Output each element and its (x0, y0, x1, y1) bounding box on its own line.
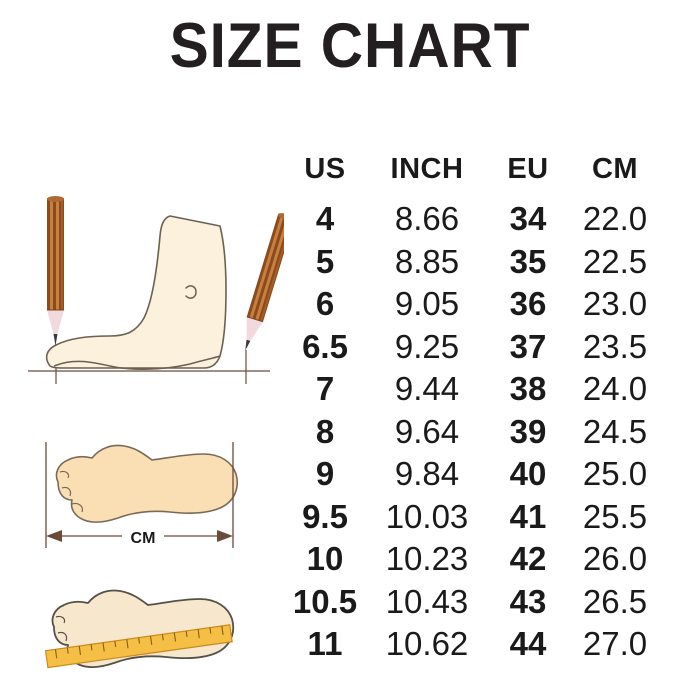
footprint-tape-illustration (14, 575, 284, 690)
page-title: SIZE CHART (169, 11, 531, 81)
cell-eu: 34 (509, 200, 547, 238)
dimension-arrow-left (46, 530, 62, 542)
cell-inch: 10.62 (385, 625, 469, 663)
cell-cm: 22.0 (582, 200, 648, 238)
cell-inch: 10.03 (385, 497, 469, 535)
cell-eu: 41 (509, 497, 547, 535)
cell-cm: 26.5 (582, 582, 648, 620)
cell-us: 5 (315, 242, 335, 280)
cell-cm: 22.5 (582, 242, 648, 280)
cell-inch: 10.43 (385, 582, 469, 620)
cell-inch: 9.44 (394, 370, 460, 408)
cell-inch: 9.64 (394, 412, 460, 450)
column-header-inch: INCH (390, 152, 464, 185)
cell-eu: 35 (509, 242, 547, 280)
table-header-row: US INCH EU CM (282, 140, 660, 198)
cell-inch: 9.25 (394, 327, 460, 365)
cell-cm: 23.0 (582, 285, 648, 323)
cell-cm: 25.5 (582, 497, 648, 535)
table-row: 10 10.23 42 26.0 (282, 538, 660, 581)
column-header-cm: CM (591, 152, 639, 185)
cell-eu: 37 (509, 327, 547, 365)
cell-us: 10.5 (292, 582, 358, 620)
dimension-arrow-right (217, 530, 233, 542)
cell-us: 9.5 (302, 497, 348, 535)
cell-cm: 24.5 (582, 412, 648, 450)
cell-us: 8 (315, 412, 335, 450)
table-row: 6.5 9.25 37 23.5 (282, 326, 660, 369)
pencil-right-icon (245, 213, 284, 351)
cell-us: 7 (315, 370, 335, 408)
cell-cm: 25.0 (582, 455, 648, 493)
table-row: 9 9.84 40 25.0 (282, 453, 660, 496)
table-row: 10.5 10.43 43 26.5 (282, 581, 660, 624)
table-row: 6 9.05 36 23.0 (282, 283, 660, 326)
cell-us: 4 (315, 200, 335, 238)
cell-inch: 9.84 (394, 455, 460, 493)
cell-us: 10 (306, 540, 344, 578)
table-row: 7 9.44 38 24.0 (282, 368, 660, 411)
foot-side-view-illustration (14, 190, 284, 395)
dimension-label-backdrop (122, 524, 164, 548)
cell-cm: 26.0 (582, 540, 648, 578)
illustrations-panel: CM (14, 190, 284, 690)
cell-inch: 10.23 (385, 540, 469, 578)
column-header-eu: EU (507, 152, 549, 185)
table-row: 9.5 10.03 41 25.5 (282, 496, 660, 539)
pencil-left-icon (47, 196, 64, 346)
cell-us: 9 (315, 455, 335, 493)
foot-shape (45, 215, 227, 370)
cell-eu: 38 (509, 370, 547, 408)
footprint-shape (55, 444, 238, 523)
cell-cm: 24.0 (582, 370, 648, 408)
cell-eu: 40 (509, 455, 547, 493)
cell-us: 6.5 (302, 327, 348, 365)
cell-us: 11 (307, 625, 343, 663)
column-header-us: US (304, 152, 346, 185)
cell-inch: 8.85 (394, 242, 460, 280)
cell-eu: 39 (509, 412, 547, 450)
table-row: 8 9.64 39 24.5 (282, 411, 660, 454)
footprint-dimension-illustration: CM (14, 420, 284, 560)
cell-us: 6 (315, 285, 335, 323)
cell-eu: 43 (509, 582, 547, 620)
cell-inch: 9.05 (394, 285, 460, 323)
cell-eu: 36 (509, 285, 547, 323)
table-row: 11 10.62 44 27.0 (282, 623, 660, 666)
cell-eu: 44 (509, 625, 547, 663)
table-row: 5 8.85 35 22.5 (282, 241, 660, 284)
dimension-label-cm: CM (131, 530, 156, 547)
cell-inch: 8.66 (394, 200, 460, 238)
cell-cm: 27.0 (582, 625, 648, 663)
size-chart-table: US INCH EU CM 4 8.66 34 22.0 5 8.85 35 2… (282, 140, 682, 666)
measuring-tape-icon (44, 624, 233, 669)
table-row: 4 8.66 34 22.0 (282, 198, 660, 241)
cell-cm: 23.5 (582, 327, 648, 365)
cell-eu: 42 (509, 540, 547, 578)
